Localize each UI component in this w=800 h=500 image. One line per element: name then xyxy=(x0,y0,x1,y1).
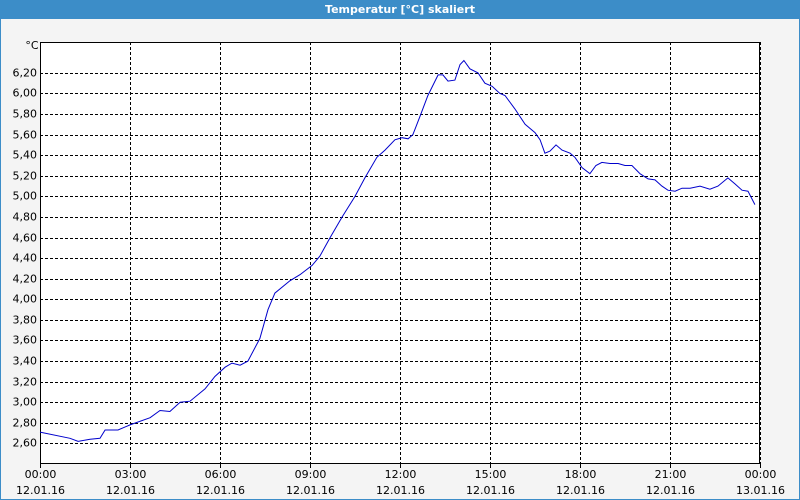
x-tick-label: 00:00 xyxy=(745,468,777,481)
x-tick-label: 18:00 xyxy=(565,468,597,481)
x-tick-label: 12.01.16 xyxy=(286,484,335,497)
y-tick-label: 4,20 xyxy=(13,273,38,286)
y-tick-label: 5,20 xyxy=(13,170,38,183)
y-tick-label: 3,00 xyxy=(13,396,38,409)
x-tick-label: 12.01.16 xyxy=(646,484,695,497)
y-tick-label: 3,40 xyxy=(13,355,38,368)
y-axis-label: °C xyxy=(25,39,39,52)
x-tick-label: 12.01.16 xyxy=(16,484,65,497)
y-tick-label: 5,80 xyxy=(13,108,38,121)
y-tick-label: 4,00 xyxy=(13,293,38,306)
y-tick-label: 3,20 xyxy=(13,376,38,389)
plot-frame xyxy=(40,42,760,464)
x-tick-label: 12.01.16 xyxy=(196,484,245,497)
y-tick-label: 6,20 xyxy=(13,67,38,80)
x-tick-label: 21:00 xyxy=(655,468,687,481)
y-tick-label: 5,00 xyxy=(13,190,38,203)
x-tick-label: 09:00 xyxy=(295,468,327,481)
y-tick-label: 5,40 xyxy=(13,149,38,162)
x-tick-label: 12.01.16 xyxy=(106,484,155,497)
chart-title: Temperatur [°C] skaliert xyxy=(325,3,475,16)
x-tick-label: 13.01.16 xyxy=(736,484,785,497)
y-tick-label: 6,00 xyxy=(13,87,38,100)
x-tick-label: 12.01.16 xyxy=(556,484,605,497)
y-tick-label: 3,80 xyxy=(13,314,38,327)
x-tick-label: 03:00 xyxy=(115,468,147,481)
x-tick-label: 12.01.16 xyxy=(466,484,515,497)
x-tick-label: 12:00 xyxy=(385,468,417,481)
x-tick-label: 00:00 xyxy=(25,468,57,481)
y-tick-label: 4,60 xyxy=(13,232,38,245)
y-tick-label: 2,60 xyxy=(13,437,38,450)
y-tick-label: 4,40 xyxy=(13,252,38,265)
y-tick-label: 2,80 xyxy=(13,417,38,430)
y-tick-label: 5,60 xyxy=(13,129,38,142)
x-tick-label: 12.01.16 xyxy=(376,484,425,497)
y-tick-label: 4,80 xyxy=(13,211,38,224)
title-bar xyxy=(0,0,800,19)
y-tick-label: 3,60 xyxy=(13,334,38,347)
x-tick-label: 06:00 xyxy=(205,468,237,481)
x-tick-label: 15:00 xyxy=(475,468,507,481)
data-line xyxy=(39,59,756,442)
